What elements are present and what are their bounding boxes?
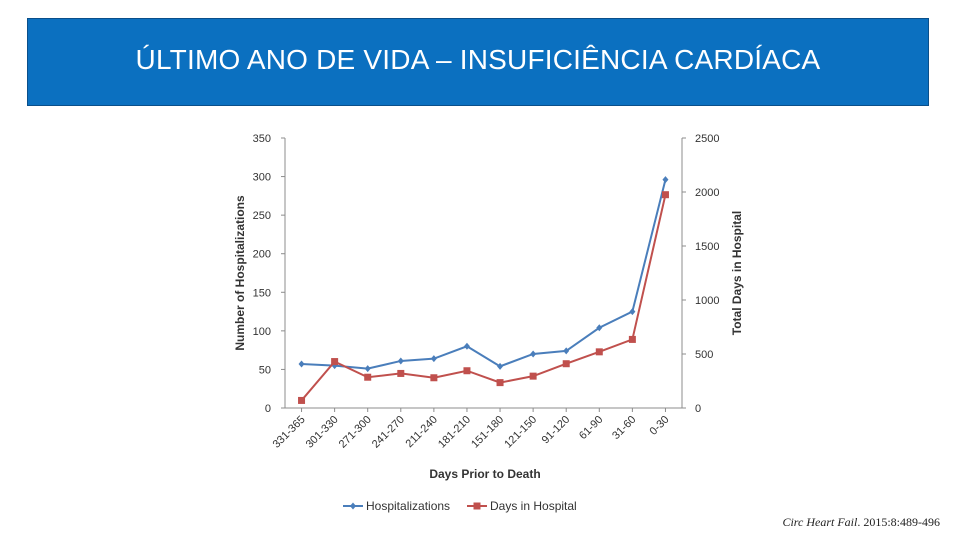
point-days-in-hospital (529, 372, 537, 380)
series-line-2 (300, 194, 667, 402)
x-tick-label: 61-90 (577, 414, 605, 442)
point-hospitalizations (629, 308, 636, 316)
y2-axis-title: Total Days in Hospital (730, 211, 744, 335)
x-tick-label: 151-180 (469, 414, 506, 451)
x-tick-label: 271-300 (337, 414, 374, 451)
point-hospitalizations (397, 357, 404, 365)
point-days-in-hospital (463, 367, 471, 375)
point-hospitalizations (364, 365, 371, 373)
series-line-1 (301, 179, 667, 370)
right-tick-label: 2500 (695, 133, 719, 145)
point-days-in-hospital (430, 374, 438, 382)
point-hospitalizations (563, 347, 570, 355)
x-tick-label: 31-60 (610, 414, 638, 442)
y-axis-title: Number of Hospitalizations (233, 195, 247, 351)
point-hospitalizations (430, 355, 437, 363)
point-hospitalizations (530, 350, 537, 358)
left-tick-label: 250 (253, 210, 271, 222)
x-tick-label: 331-365 (271, 414, 308, 451)
point-hospitalizations (463, 342, 470, 350)
point-days-in-hospital (496, 379, 504, 387)
left-tick-label: 350 (253, 133, 271, 145)
legend-marker-2 (473, 502, 481, 510)
point-hospitalizations (298, 360, 305, 368)
citation: Circ Heart Fail. 2015:8:489-496 (782, 515, 940, 530)
legend-label-1: Hospitalizations (366, 499, 450, 513)
right-tick-label: 1000 (695, 295, 719, 307)
x-tick-label: 211-240 (404, 414, 440, 450)
slide-title: ÚLTIMO ANO DE VIDA – INSUFICIÊNCIA CARDÍ… (135, 44, 821, 75)
x-tick-label: 0-30 (648, 414, 672, 438)
x-tick-label: 121-150 (502, 414, 539, 451)
citation-journal: Circ Heart Fail (782, 515, 858, 529)
x-axis-title: Days Prior to Death (429, 467, 540, 481)
x-tick-label: 91-120 (540, 414, 573, 447)
left-tick-label: 200 (253, 249, 271, 261)
x-tick-label: 181-210 (436, 414, 473, 451)
x-tick-label: 301-330 (304, 414, 341, 451)
legend-marker-1 (350, 502, 356, 510)
right-tick-label: 0 (695, 403, 701, 415)
left-tick-label: 300 (253, 172, 271, 184)
left-tick-label: 50 (259, 364, 271, 376)
point-days-in-hospital (331, 358, 339, 366)
left-tick-label: 100 (253, 326, 271, 338)
right-tick-label: 2000 (695, 187, 719, 199)
legend-label-2: Days in Hospital (490, 499, 577, 513)
point-days-in-hospital (661, 191, 669, 199)
point-hospitalizations (662, 176, 669, 184)
point-days-in-hospital (397, 369, 405, 377)
point-hospitalizations (497, 362, 504, 370)
point-hospitalizations (596, 324, 603, 332)
point-days-in-hospital (364, 373, 372, 381)
citation-details: . 2015:8:489-496 (857, 515, 940, 529)
right-tick-label: 500 (695, 349, 713, 361)
point-days-in-hospital (562, 360, 570, 368)
right-tick-label: 1500 (695, 241, 719, 253)
x-tick-label: 241-270 (370, 414, 407, 451)
title-bar: ÚLTIMO ANO DE VIDA – INSUFICIÊNCIA CARDÍ… (27, 18, 929, 106)
point-days-in-hospital (595, 348, 603, 356)
point-days-in-hospital (628, 335, 636, 343)
left-tick-label: 0 (265, 403, 271, 415)
left-tick-label: 150 (253, 287, 271, 299)
point-days-in-hospital (298, 396, 306, 404)
